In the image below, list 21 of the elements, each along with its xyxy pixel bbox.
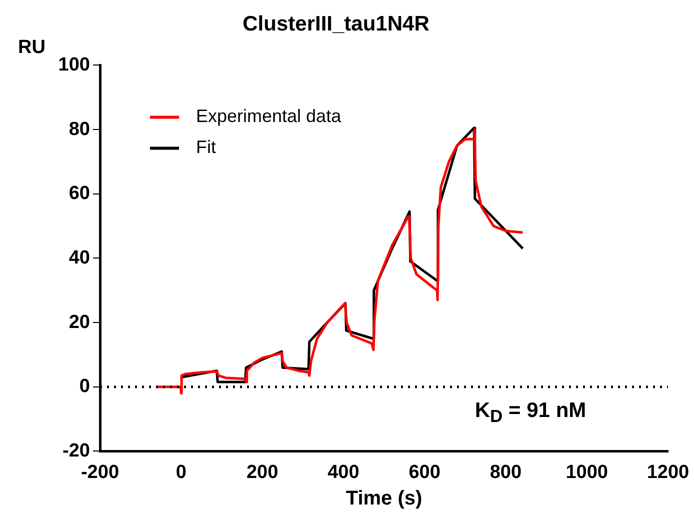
y-tick-label: 100	[58, 54, 90, 76]
x-tick-label: 200	[246, 462, 278, 483]
x-tick-label: 1200	[646, 462, 690, 483]
y-tick-label: 40	[68, 247, 90, 268]
x-axis-title: Time (s)	[346, 488, 422, 510]
y-tick-label: 80	[68, 118, 90, 140]
x-tick-label: -200	[80, 462, 120, 483]
x-tick-label: 1000	[566, 462, 608, 483]
y-axis-title: RU	[18, 37, 46, 60]
legend-label: Fit	[196, 137, 216, 158]
x-tick-label: 400	[328, 462, 360, 483]
y-tick-label: 20	[68, 312, 90, 333]
legend-label: Experimental data	[196, 106, 342, 126]
x-tick-label: 600	[408, 462, 440, 483]
x-tick-label: 0	[176, 462, 186, 483]
x-tick-label: 800	[490, 462, 522, 483]
y-tick-label: 60	[68, 183, 90, 204]
chart-title: ClusterIII_tau1N4R	[242, 12, 430, 36]
annotation: K$_{D}$ = 91 nM	[474, 398, 586, 427]
y-tick-label: -20	[62, 440, 90, 462]
y-tick-label: 0	[79, 376, 90, 398]
